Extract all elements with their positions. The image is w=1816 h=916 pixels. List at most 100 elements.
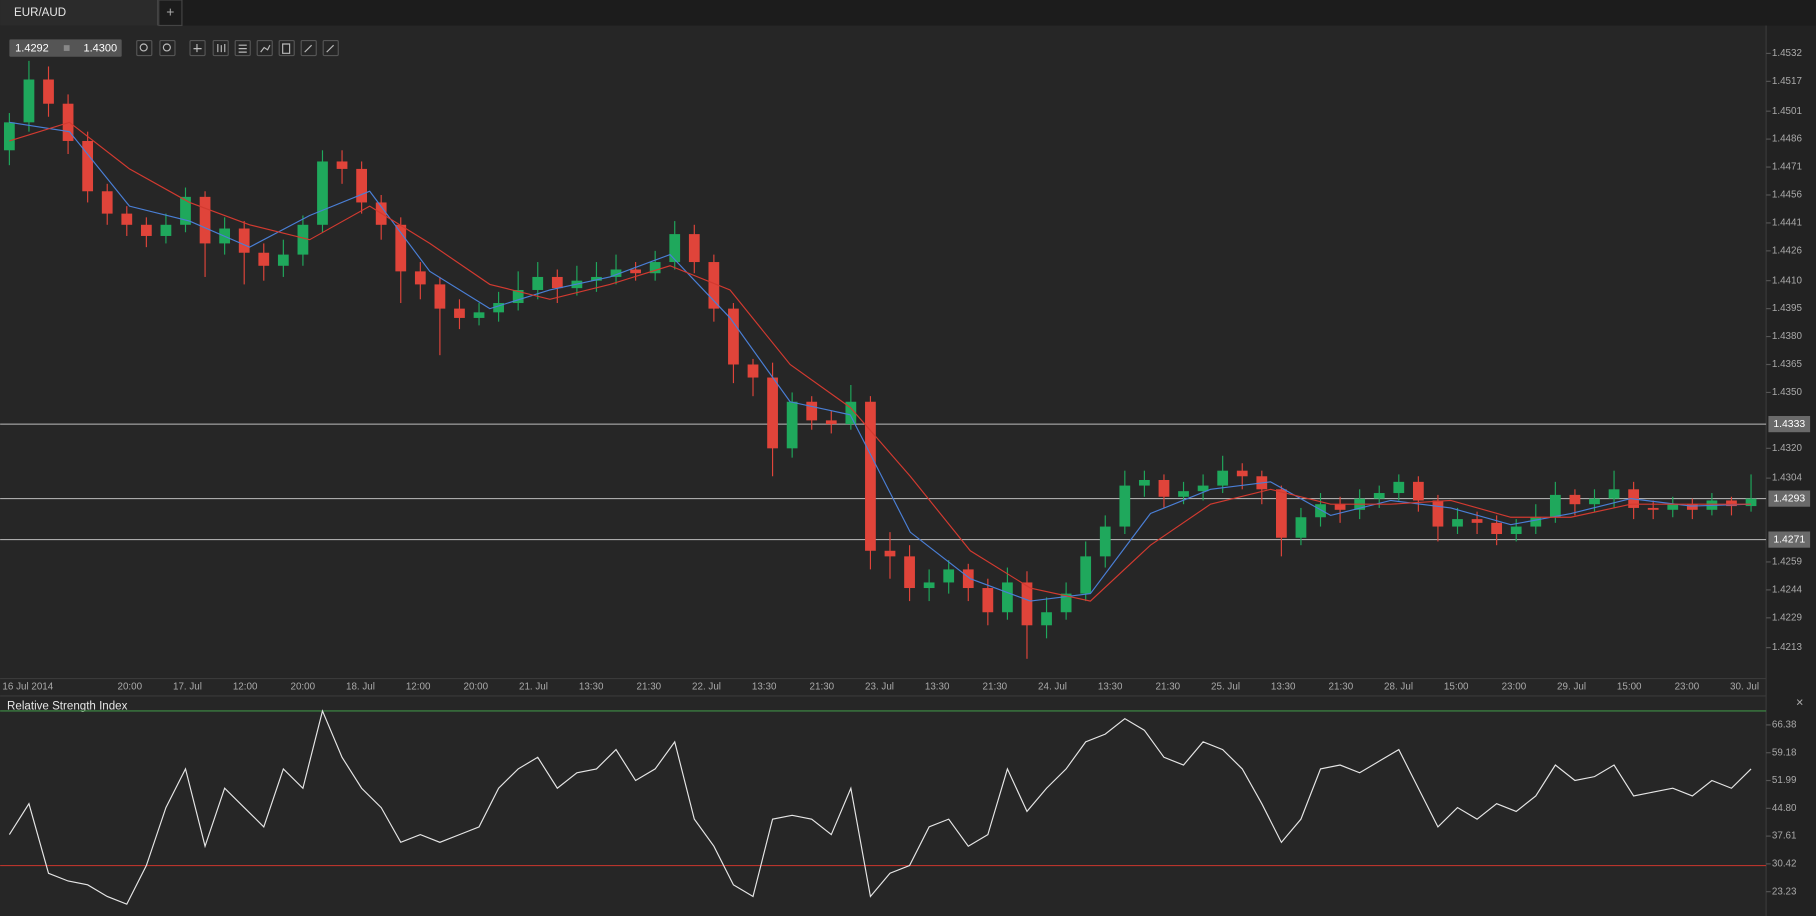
zoom-out[interactable] [136,39,153,57]
candle-body [1549,494,1561,518]
candle-body [101,191,113,214]
pen[interactable] [322,39,339,57]
x-tick-label: 30. Jul [1730,681,1759,692]
drawing-icon [260,44,271,53]
x-tick-label: 20:00 [118,681,143,692]
pen-icon [326,44,335,53]
tab[interactable] [0,0,158,26]
candle-body [1589,498,1600,505]
y-tick-label: 1.4441 [1772,218,1802,229]
candle-body [121,213,133,225]
candle-body [1060,593,1072,613]
candle-body [1432,500,1444,527]
template[interactable] [278,39,295,57]
candle-body [160,224,172,236]
y-tick-label: 1.4365 [1772,359,1803,370]
indicators[interactable] [234,39,251,57]
y-tick-label: 1.4229 [1772,612,1802,623]
candle-body [258,252,270,266]
candle-body [884,550,896,557]
candle-body [1080,556,1092,594]
candle-body [532,276,544,290]
candle-body [414,271,426,285]
price-label-box [1768,531,1811,548]
candle-body [1178,491,1189,497]
y-tick-label: 1.4532 [1772,48,1802,59]
x-tick-label: 20:00 [464,681,489,692]
candle-body [1315,504,1326,518]
candle-body [434,284,446,309]
candle-body [512,289,524,304]
candle-body [140,224,152,236]
chart-type-icon [217,44,226,53]
timeframe-icon [193,44,202,53]
candle-body [493,303,504,313]
y-tick-label: 1.4501 [1772,106,1802,117]
candle-body [786,401,798,449]
candle-body [1139,479,1150,486]
x-tick-label: 13:30 [1098,681,1123,692]
x-tick-label: 24. Jul [1038,681,1067,692]
y-tick-label: 1.4213 [1772,642,1803,653]
zoom-out-icon [139,43,148,52]
close-panel[interactable]: × [1796,694,1803,709]
y-tick-label: 66.38 [1772,720,1797,731]
drawing[interactable] [256,39,273,57]
candle-body [1667,504,1679,510]
candle-body [1530,517,1542,527]
candle-body [1197,485,1209,492]
x-tick-label: 20:00 [291,681,316,692]
candle-body [277,254,289,266]
y-tick-label: 1.4486 [1772,134,1803,145]
candle-body [317,161,328,225]
edit[interactable] [300,39,317,57]
candle-body [1334,504,1346,510]
x-tick-label: 25. Jul [1211,681,1240,692]
candle-body [180,196,191,225]
y-tick-label: 59.18 [1772,747,1797,758]
candle-body [845,401,857,425]
candle-body [610,269,622,277]
candle-body [1275,489,1287,538]
x-tick-label: 29. Jul [1557,681,1586,692]
x-tick-label: 23:00 [1675,681,1700,692]
candle-body [649,262,661,274]
tab-label[interactable]: EUR/AUD [14,7,66,19]
x-tick-label: 21:30 [1329,681,1354,692]
x-tick-label: 22. Jul [692,681,721,692]
candle-body [82,140,94,192]
add-tab-label[interactable]: + [166,3,174,19]
x-tick-label: 13:30 [925,681,950,692]
candle-body [1686,504,1698,510]
rsi-title: Relative Strength Index [7,700,128,712]
candle-body [1726,500,1737,507]
candle-body [1452,519,1463,527]
chart-type[interactable] [212,39,229,57]
candle-body [982,588,994,613]
y-tick-label: 44.80 [1772,803,1797,814]
y-tick-label: 1.4304 [1772,473,1803,484]
candle-body [630,269,641,274]
price-label: 1.4333 [1773,419,1805,430]
candle-body [806,401,818,421]
y-tick-label: 1.4244 [1772,584,1803,595]
x-tick-label: 21:30 [1156,681,1181,692]
candle-body [1021,582,1033,626]
indicators-icon [238,44,247,53]
candle-body [728,308,739,365]
candle-body [23,79,35,123]
timeframe[interactable] [189,39,206,57]
zoom-in[interactable] [159,39,176,57]
x-tick-label: 13:30 [579,681,604,692]
x-tick-label: 12:00 [406,681,431,692]
moving-average [9,121,1752,602]
candle-body [1745,498,1757,507]
x-tick-label: 15:00 [1617,681,1642,692]
candle-body [454,308,465,318]
add-tab-button[interactable] [158,0,183,27]
x-tick-label: 21:30 [810,681,835,692]
y-tick-label: 51.99 [1772,775,1797,786]
y-tick-label: 1.4426 [1772,245,1803,256]
